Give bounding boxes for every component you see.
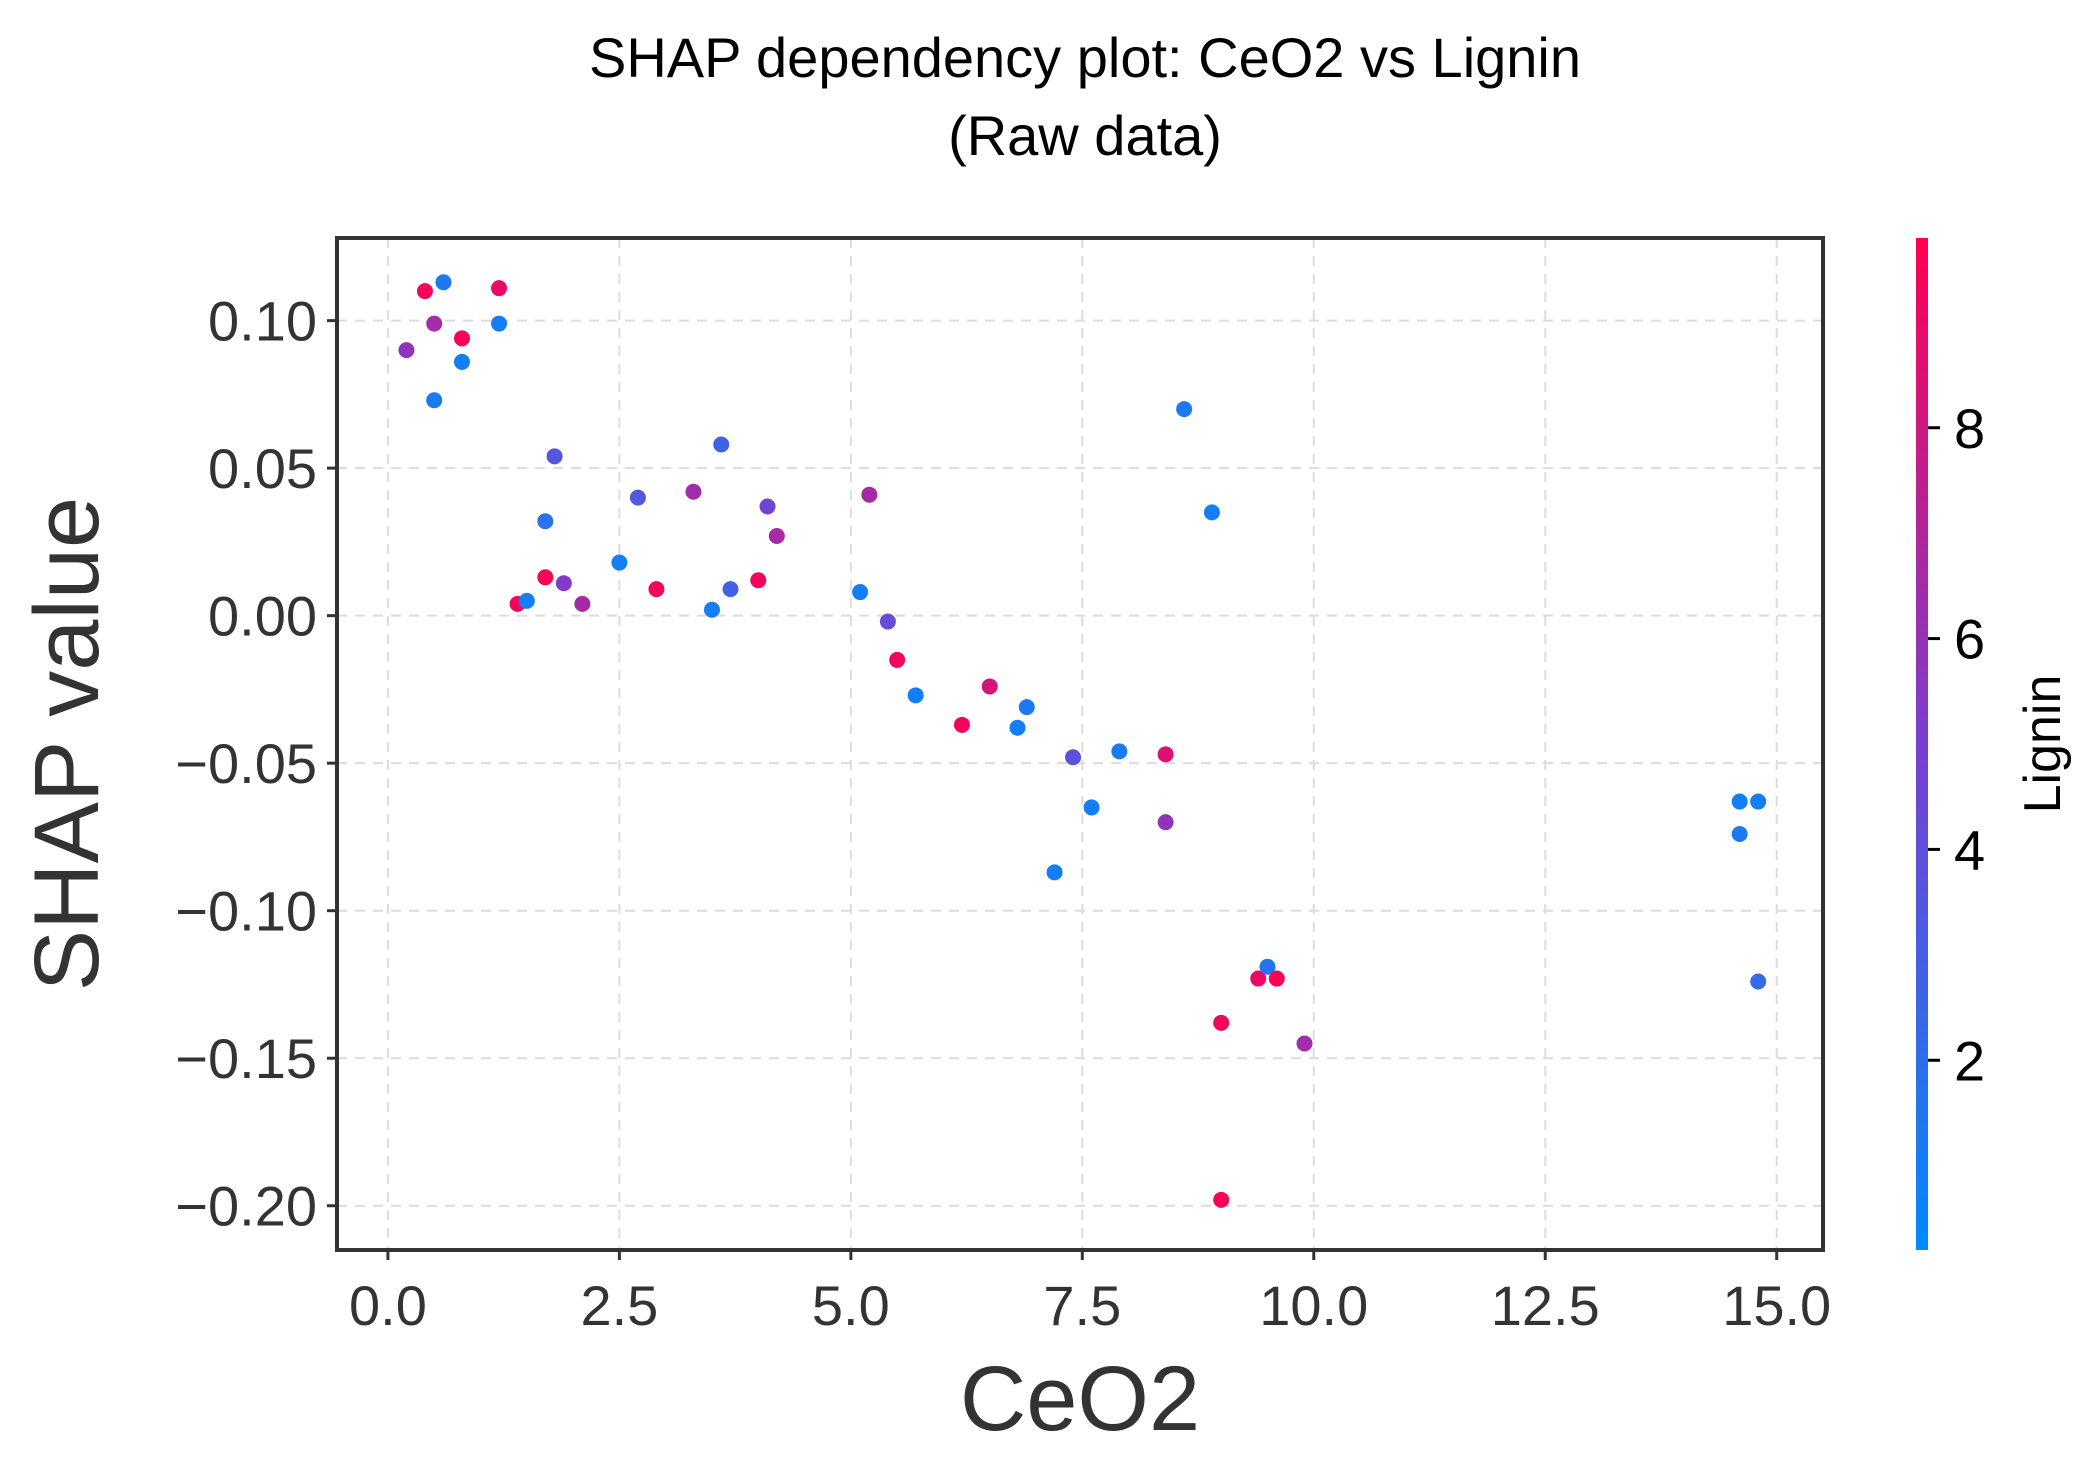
scatter-point — [518, 592, 535, 609]
scatter-point — [491, 315, 508, 332]
y-tick-label: −0.05 — [175, 732, 317, 795]
scatter-point — [1065, 749, 1082, 766]
scatter-point — [1250, 970, 1267, 987]
scatter-point — [889, 651, 906, 668]
scatter-point — [648, 581, 665, 598]
scatter-point — [953, 716, 970, 733]
scatter-point — [722, 581, 739, 598]
colorbar-tick-label: 8 — [1954, 397, 1985, 460]
x-tick-label: 15.0 — [1722, 1274, 1831, 1337]
x-tick-label: 12.5 — [1491, 1274, 1600, 1337]
scatter-point — [416, 283, 433, 300]
y-tick-label: 0.10 — [208, 290, 317, 353]
y-tick-label: 0.00 — [208, 585, 317, 648]
scatter-point — [1259, 958, 1276, 975]
scatter-point — [555, 575, 572, 592]
scatter-point — [1111, 743, 1128, 760]
scatter-point — [491, 280, 508, 297]
y-axis-label: SHAP value — [16, 497, 118, 991]
scatter-point — [629, 489, 646, 506]
scatter-point — [1268, 970, 1285, 987]
scatter-point — [703, 601, 720, 618]
scatter-point — [537, 513, 554, 530]
scatter-point — [750, 572, 767, 589]
chart-subtitle: (Raw data) — [948, 104, 1222, 167]
colorbar-tick-label: 6 — [1954, 608, 1985, 671]
scatter-point — [1213, 1014, 1230, 1031]
colorbar-tick-label: 2 — [1954, 1029, 1985, 1092]
scatter-point — [574, 595, 591, 612]
x-tick-label: 5.0 — [812, 1274, 890, 1337]
y-tick-label: −0.20 — [175, 1175, 317, 1238]
scatter-point — [611, 554, 628, 571]
scatter-point — [426, 392, 443, 409]
scatter-point — [1009, 719, 1026, 736]
scatter-point — [453, 330, 470, 347]
scatter-point — [907, 687, 924, 704]
scatter-point — [1750, 793, 1767, 810]
scatter-point — [435, 274, 452, 291]
plot-area-frame — [335, 236, 1825, 1252]
y-tick-label: −0.15 — [175, 1027, 317, 1090]
scatter-point — [426, 315, 443, 332]
scatter-point — [981, 678, 998, 695]
scatter-point — [1046, 864, 1063, 881]
scatter-point — [1296, 1035, 1313, 1052]
x-axis-ticks: 0.0 2.5 5.0 7.5 10.0 12.5 15.0 — [349, 1250, 1831, 1337]
scatter-point — [537, 569, 554, 586]
scatter-point — [546, 448, 563, 465]
scatter-point — [453, 353, 470, 370]
scatter-point — [1157, 746, 1174, 763]
colorbar-tick-label: 4 — [1954, 818, 1985, 881]
x-tick-label: 0.0 — [349, 1274, 427, 1337]
scatter-point — [1157, 814, 1174, 831]
scatter-point — [1213, 1191, 1230, 1208]
y-axis-ticks: 0.10 0.05 0.00 −0.05 −0.10 −0.15 −0.20 — [175, 290, 337, 1238]
x-axis-label: CeO2 — [960, 1348, 1200, 1450]
scatter-point — [1203, 504, 1220, 521]
scatter-point — [879, 613, 896, 630]
scatter-point — [852, 584, 869, 601]
scatter-point — [1731, 793, 1748, 810]
x-tick-label: 10.0 — [1259, 1274, 1368, 1337]
scatter-point — [861, 486, 878, 503]
scatter-point — [759, 498, 776, 515]
colorbar-ticks: 2 4 6 8 — [1928, 397, 1985, 1092]
scatter-point — [685, 483, 702, 500]
scatter-point — [1083, 799, 1100, 816]
chart-title: SHAP dependency plot: CeO2 vs Lignin — [589, 26, 1581, 89]
grid-lines — [337, 238, 1823, 1250]
scatter-points — [398, 274, 1767, 1208]
y-tick-label: 0.05 — [208, 437, 317, 500]
scatter-point — [398, 342, 415, 359]
scatter-point — [1176, 401, 1193, 418]
scatter-point — [1018, 699, 1035, 716]
colorbar-label: Lignin — [2014, 675, 2072, 814]
scatter-point — [768, 527, 785, 544]
scatter-point — [1731, 825, 1748, 842]
scatter-point — [1750, 973, 1767, 990]
x-tick-label: 2.5 — [580, 1274, 658, 1337]
x-tick-label: 7.5 — [1043, 1274, 1121, 1337]
y-tick-label: −0.10 — [175, 880, 317, 943]
colorbar — [1916, 238, 1928, 1250]
scatter-point — [713, 436, 730, 453]
